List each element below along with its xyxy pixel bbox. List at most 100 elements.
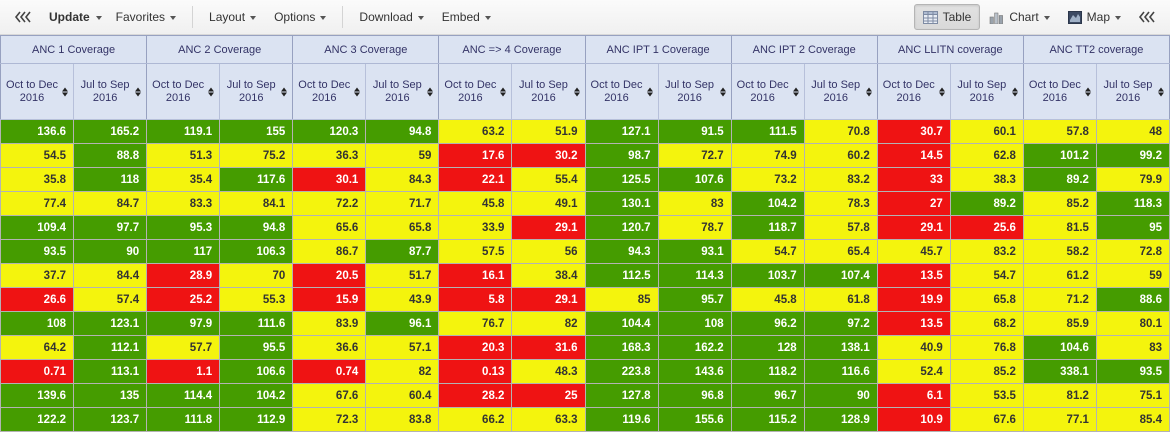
data-cell: 128.9	[803, 407, 878, 432]
column-header[interactable]: Oct to Dec 2016	[730, 63, 805, 120]
column-header[interactable]: Jul to Sep 2016	[511, 63, 586, 120]
data-cell: 99.2	[1095, 143, 1170, 168]
column-header[interactable]: Oct to Dec 2016	[146, 63, 221, 120]
favorites-button[interactable]: Favorites	[107, 4, 185, 30]
group-header-row: ANC 1 Coverage ANC 2 Coverage ANC 3 Covera…	[0, 35, 1170, 64]
data-cell: 54.5	[0, 143, 75, 168]
data-cell: 77.4	[0, 191, 75, 216]
data-cell: 118.7	[730, 215, 805, 240]
data-cell: 35.4	[146, 167, 221, 192]
sort-icon[interactable]	[938, 87, 945, 96]
data-cell: 89.2	[949, 191, 1024, 216]
data-cell: 90	[73, 239, 148, 264]
sort-icon[interactable]	[646, 87, 653, 96]
data-cell: 67.6	[292, 383, 367, 408]
data-cell: 123.7	[73, 407, 148, 432]
sort-icon[interactable]	[1158, 87, 1164, 96]
collapse-east-panel-icon[interactable]	[1130, 11, 1164, 23]
chevron-down-icon	[484, 16, 491, 20]
data-cell: 37.7	[0, 263, 75, 288]
data-cell: 62.8	[949, 143, 1024, 168]
data-cell: 60.2	[803, 143, 878, 168]
data-cell: 118	[73, 167, 148, 192]
data-cell: 114.4	[146, 383, 221, 408]
data-cell: 0.74	[292, 359, 367, 384]
data-cell: 36.6	[292, 335, 367, 360]
group-header[interactable]: ANC LLITN coverage	[876, 35, 1024, 64]
column-header[interactable]: Jul to Sep 2016	[365, 63, 440, 120]
chart-view-button[interactable]: Chart	[980, 4, 1058, 30]
sort-icon[interactable]	[500, 87, 507, 96]
column-header[interactable]: Jul to Sep 2016	[949, 63, 1024, 120]
map-icon	[1067, 10, 1082, 24]
data-cell: 94.8	[219, 215, 294, 240]
data-cell: 48	[1095, 119, 1170, 144]
group-header[interactable]: ANC IPT 2 Coverage	[730, 35, 878, 64]
sort-icon[interactable]	[865, 87, 872, 96]
data-cell: 97.7	[73, 215, 148, 240]
data-cell: 57.4	[73, 287, 148, 312]
data-cell: 64.2	[0, 335, 75, 360]
sort-icon[interactable]	[208, 87, 215, 96]
sort-icon[interactable]	[1011, 87, 1018, 96]
chevron-down-icon	[95, 16, 102, 20]
column-header[interactable]: Oct to Dec 2016	[0, 63, 75, 120]
layout-button[interactable]: Layout	[200, 4, 265, 30]
sort-icon[interactable]	[281, 87, 288, 96]
data-cell: 117.6	[219, 167, 294, 192]
data-cell: 93.5	[1095, 359, 1170, 384]
sort-icon[interactable]	[719, 87, 726, 96]
sort-icon[interactable]	[135, 87, 142, 96]
column-header[interactable]: Oct to Dec 2016	[1022, 63, 1097, 120]
sort-icon[interactable]	[427, 87, 434, 96]
update-button[interactable]: Update	[40, 4, 95, 30]
group-header[interactable]: ANC IPT 1 Coverage	[584, 35, 732, 64]
sort-icon[interactable]	[792, 87, 799, 96]
data-cell: 162.2	[657, 335, 732, 360]
sort-icon[interactable]	[573, 87, 580, 96]
column-header[interactable]: Oct to Dec 2016	[292, 63, 367, 120]
data-cell: 79.9	[1095, 167, 1170, 192]
download-button[interactable]: Download	[350, 4, 432, 30]
data-cell: 127.1	[584, 119, 659, 144]
data-cell: 10.9	[876, 407, 951, 432]
collapse-west-panel-icon[interactable]	[6, 11, 40, 23]
embed-button[interactable]: Embed	[433, 4, 500, 30]
data-cell: 36.3	[292, 143, 367, 168]
column-header[interactable]: Jul to Sep 2016	[803, 63, 878, 120]
sort-icon[interactable]	[354, 87, 361, 96]
data-cell: 87.7	[365, 239, 440, 264]
chevrons-left-icon	[1138, 11, 1155, 23]
map-view-button[interactable]: Map	[1059, 4, 1130, 30]
group-header[interactable]: ANC => 4 Coverage	[438, 35, 586, 64]
chevron-down-icon	[1043, 16, 1050, 20]
update-caret-button[interactable]	[91, 8, 107, 26]
column-header[interactable]: Oct to Dec 2016	[876, 63, 951, 120]
column-header[interactable]: Jul to Sep 2016	[73, 63, 148, 120]
period-label: Jul to Sep 2016	[957, 78, 1007, 104]
options-button[interactable]: Options	[265, 4, 335, 30]
data-cell: 38.3	[949, 167, 1024, 192]
table-row: 139.6 135 114.4 104.2 67.6 60.4 28.2 25 127.8 96.…	[0, 383, 1170, 408]
group-header[interactable]: ANC 2 Coverage	[146, 35, 294, 64]
data-cell: 54.7	[949, 263, 1024, 288]
table-view-button[interactable]: Table	[913, 4, 981, 30]
data-cell: 108	[657, 311, 732, 336]
group-header[interactable]: ANC 3 Coverage	[292, 35, 440, 64]
group-header[interactable]: ANC 1 Coverage	[0, 35, 148, 64]
data-cell: 17.6	[438, 143, 513, 168]
data-cell: 104.2	[219, 383, 294, 408]
data-cell: 114.3	[657, 263, 732, 288]
data-cell: 20.3	[438, 335, 513, 360]
column-header[interactable]: Oct to Dec 2016	[438, 63, 513, 120]
data-cell: 19.9	[876, 287, 951, 312]
column-header[interactable]: Oct to Dec 2016	[584, 63, 659, 120]
column-header[interactable]: Jul to Sep 2016	[1095, 63, 1170, 120]
group-header[interactable]: ANC TT2 coverage	[1022, 35, 1170, 64]
column-header[interactable]: Jul to Sep 2016	[657, 63, 732, 120]
sort-icon[interactable]	[1084, 87, 1091, 96]
data-cell: 57.8	[803, 215, 878, 240]
table-row: 26.6 57.4 25.2 55.3 15.9 43.9 5.8 29.1 85 95.7 45.…	[0, 287, 1170, 312]
column-header[interactable]: Jul to Sep 2016	[219, 63, 294, 120]
sort-icon[interactable]	[62, 87, 69, 96]
